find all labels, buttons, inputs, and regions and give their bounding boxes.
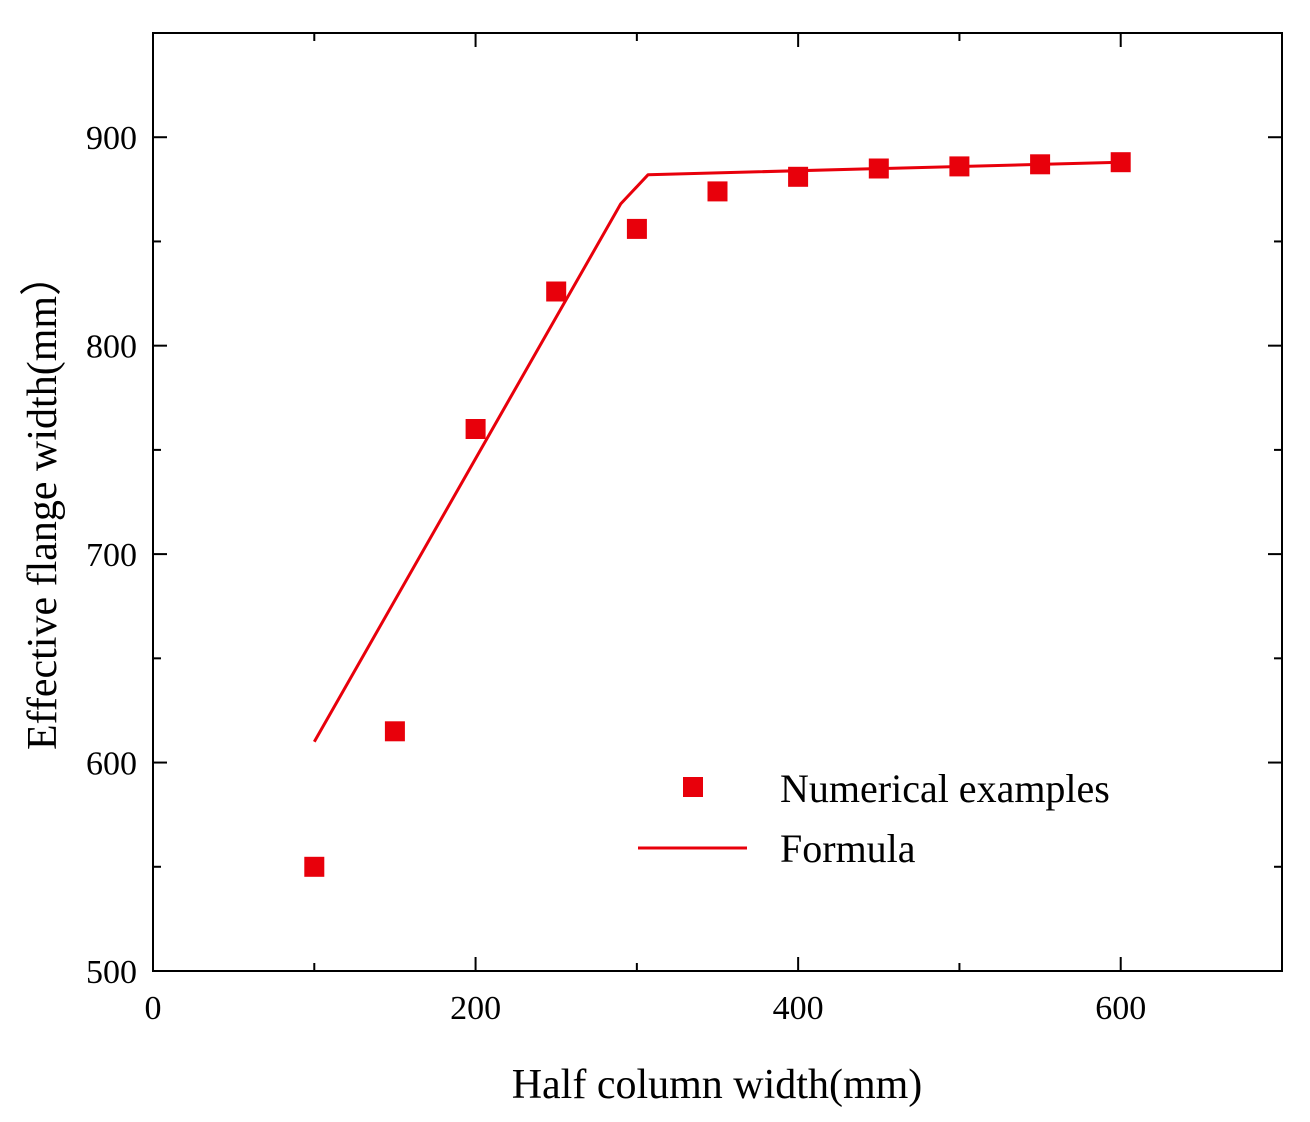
y-tick-label: 500 [86, 954, 137, 991]
data-point-200 [465, 419, 486, 439]
legend-label-formula: Formula [780, 826, 916, 871]
data-point-600 [1110, 152, 1131, 173]
data-point-250 [546, 281, 567, 302]
data-point-550 [1030, 154, 1051, 175]
y-tick-label: 900 [86, 120, 137, 157]
y-axis-title: Effective flange width(mm） [20, 254, 66, 750]
x-tick-label: 600 [1095, 990, 1146, 1027]
legend-marker-numerical-examples [683, 777, 703, 797]
legend-label-numerical-examples: Numerical examples [780, 766, 1110, 811]
data-point-450 [868, 158, 889, 179]
data-point-100 [304, 856, 325, 877]
y-tick-label: 700 [86, 537, 137, 574]
plot-frame [152, 32, 1283, 972]
data-point-400 [788, 166, 809, 187]
plot-area [304, 152, 1131, 877]
data-point-500 [949, 156, 970, 177]
x-tick-label: 200 [450, 990, 501, 1027]
y-tick-label: 600 [86, 746, 137, 783]
data-point-350 [707, 181, 728, 202]
legend: Numerical examples Formula [638, 766, 1110, 871]
axis-ticks: 0 200 400 600 500 600 700 800 900 [86, 32, 1283, 1027]
x-axis-title: Half column width(mm) [512, 1062, 923, 1108]
x-tick-label: 0 [145, 990, 162, 1027]
x-tick-label: 400 [773, 990, 824, 1027]
data-point-150 [384, 721, 405, 742]
data-point-300 [626, 218, 647, 239]
y-tick-label: 800 [86, 329, 137, 366]
